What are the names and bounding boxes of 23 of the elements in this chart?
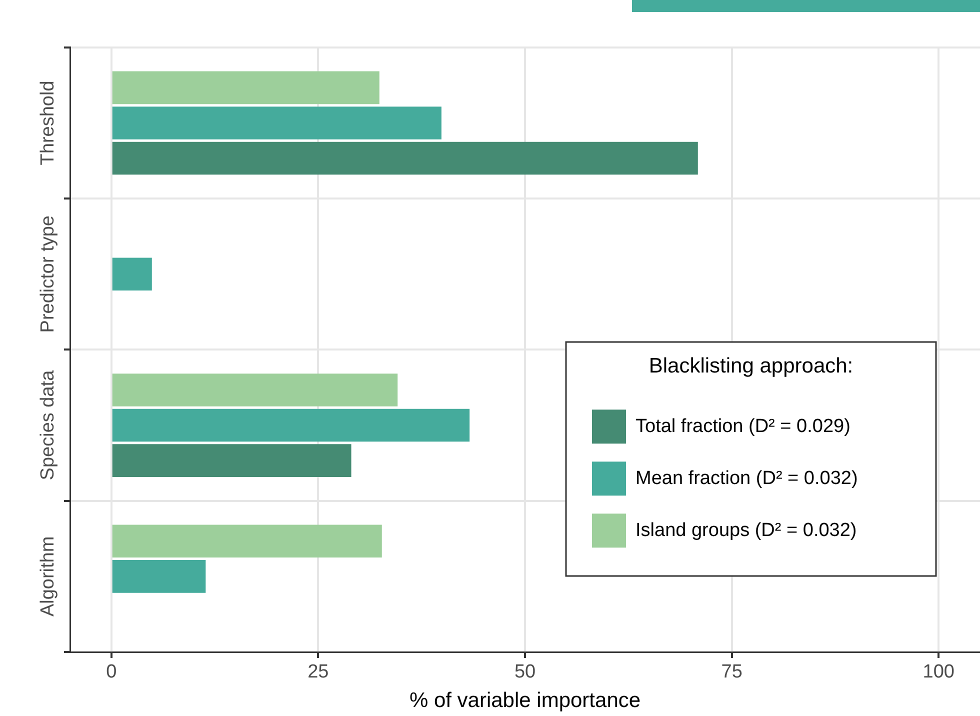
y-tick-label: Algorithm: [38, 536, 59, 617]
bar: [112, 374, 398, 406]
bar: [112, 560, 206, 593]
bar: [112, 142, 698, 175]
legend-label: Total fraction (D² = 0.029): [636, 416, 850, 437]
legend-label: Island groups (D² = 0.032): [636, 520, 857, 541]
x-axis-title: % of variable importance: [409, 689, 641, 712]
y-tick-label: Species data: [38, 370, 59, 480]
bar: [112, 408, 470, 442]
x-tick-label: 75: [721, 662, 742, 683]
bar: [112, 106, 442, 140]
bar: [112, 258, 152, 291]
bar: [112, 524, 382, 558]
x-tick-label: 100: [922, 662, 954, 683]
x-tick-label: 50: [514, 662, 536, 683]
bar: [112, 71, 380, 104]
legend-label: Mean fraction (D² = 0.032): [636, 468, 858, 489]
bar: [112, 444, 352, 477]
y-tick-label: Predictor type: [38, 216, 59, 333]
x-tick-label: 0: [106, 662, 117, 683]
y-tick-label: Threshold: [38, 80, 59, 166]
legend-title: Blacklisting approach:: [648, 354, 854, 378]
x-tick-label: 25: [308, 662, 329, 683]
